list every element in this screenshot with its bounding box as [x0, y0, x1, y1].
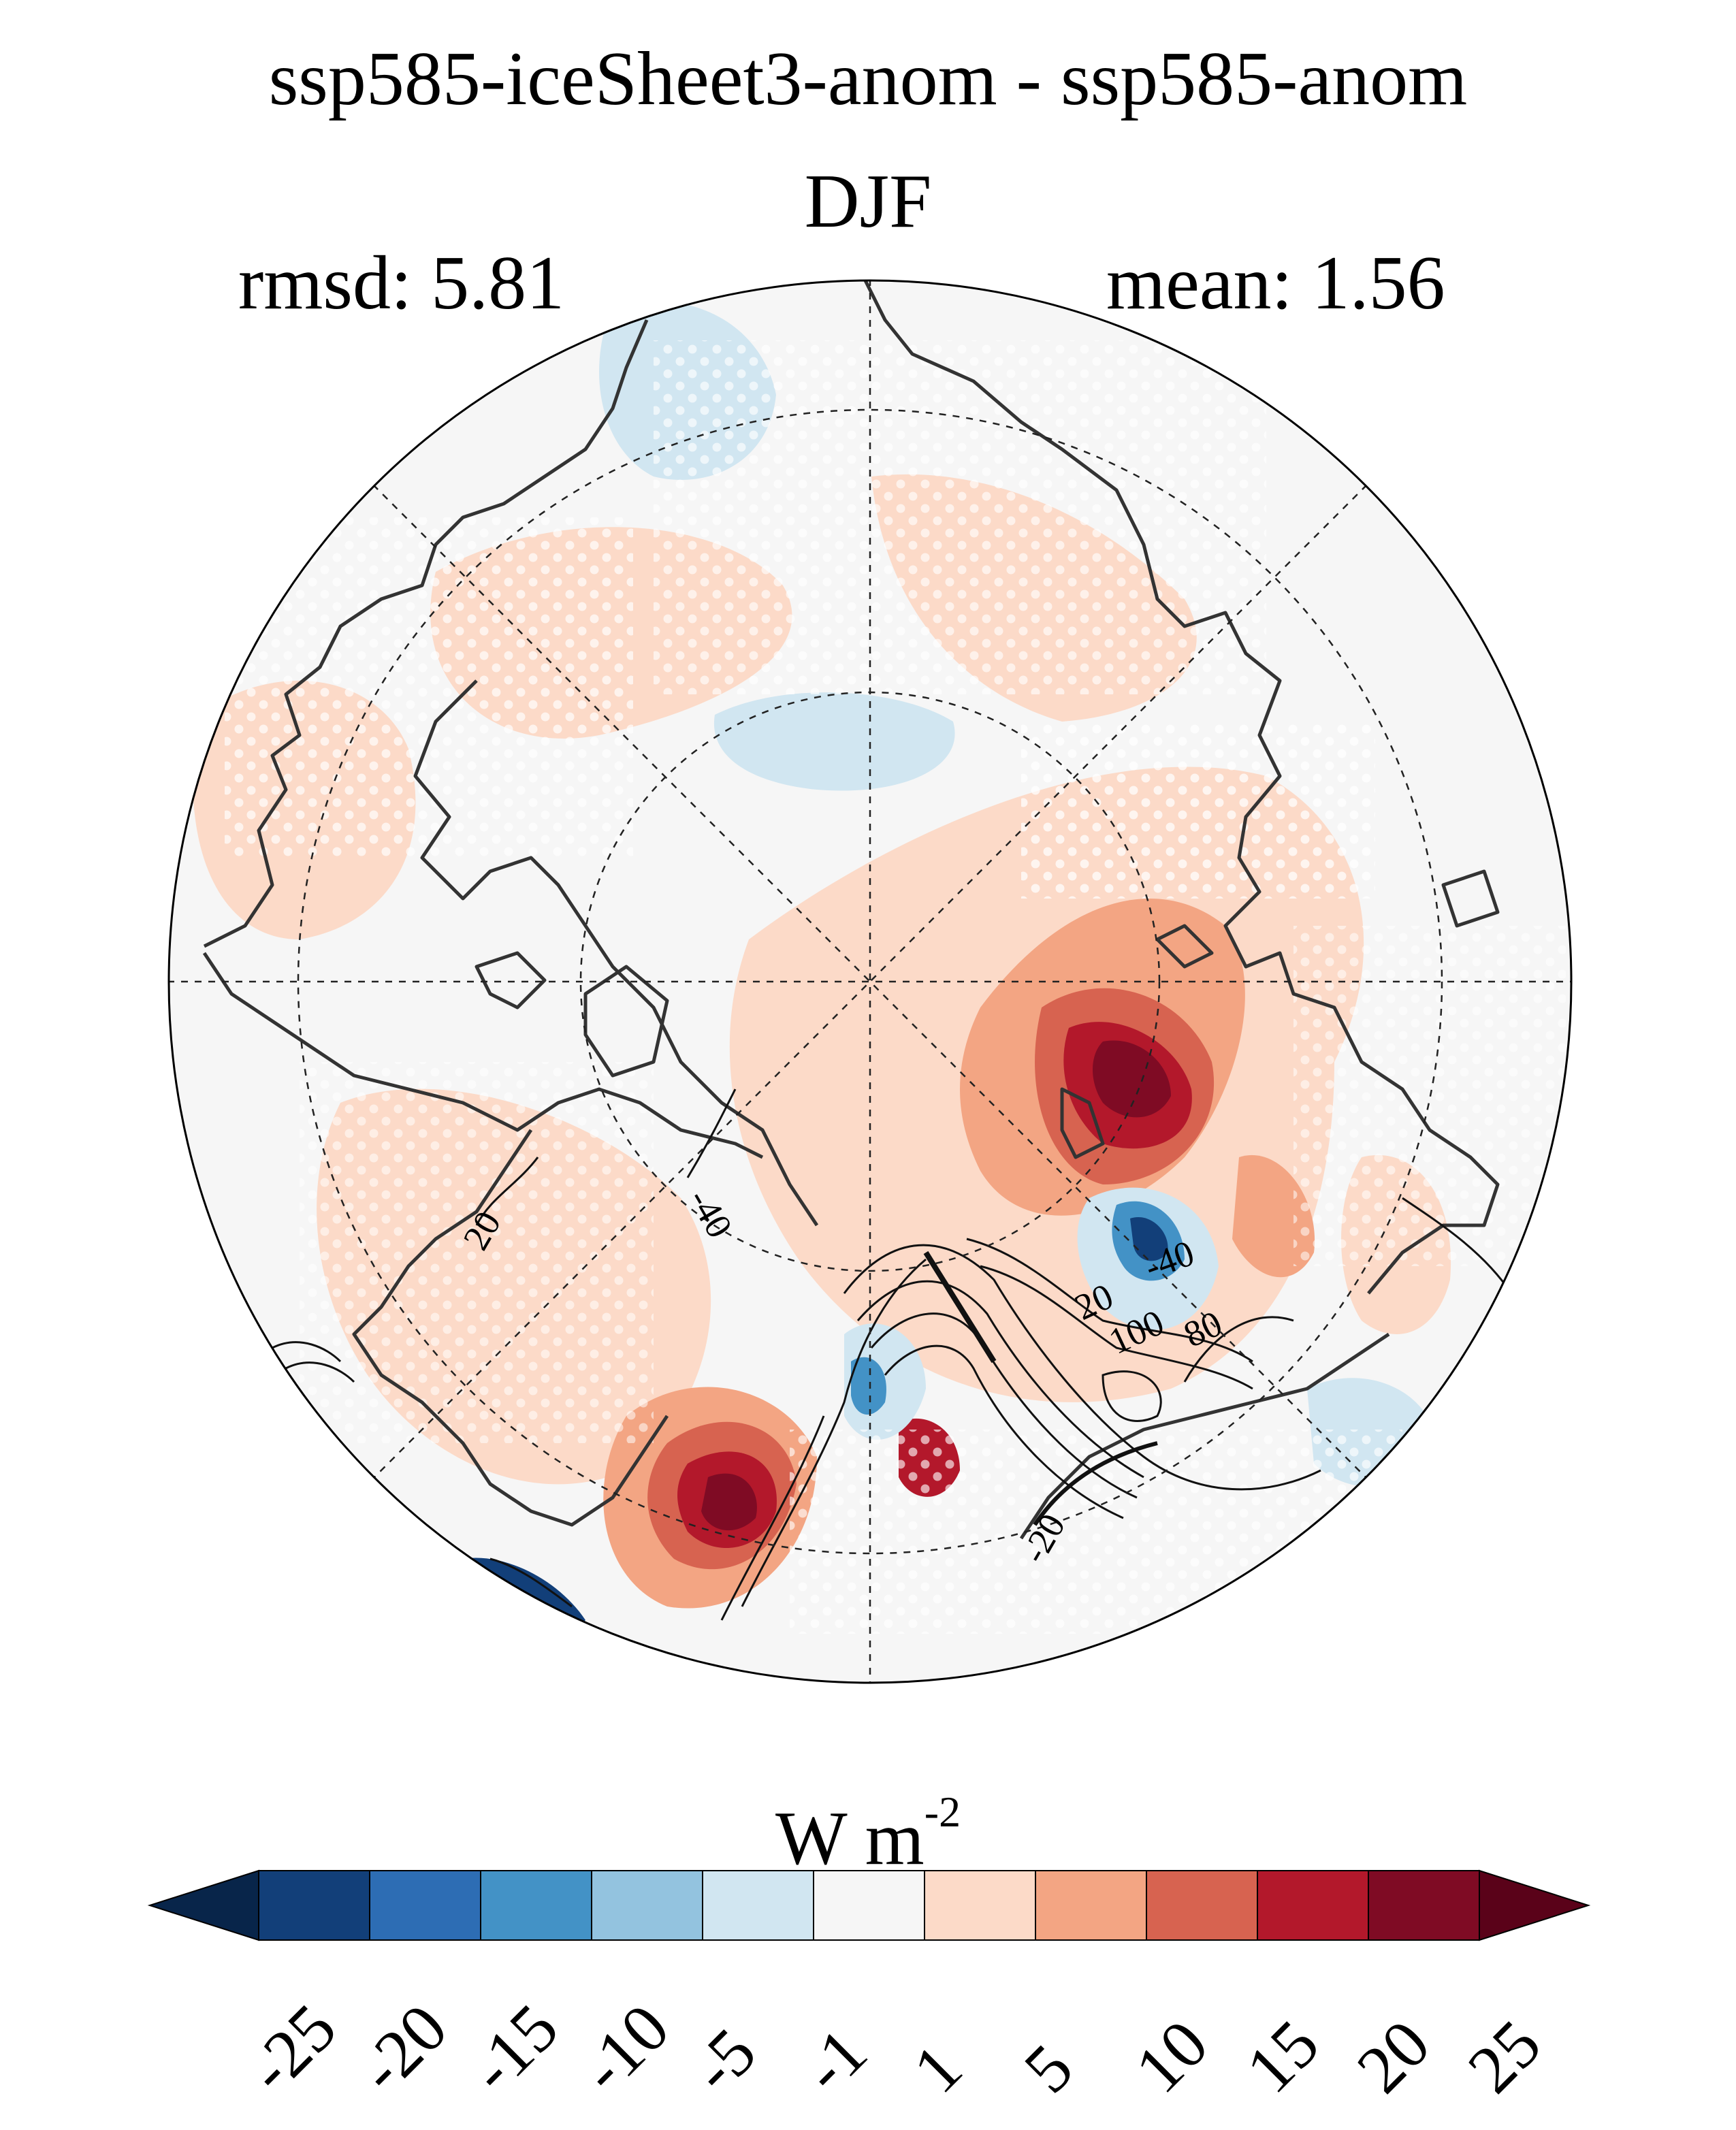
rmsd-label: rmsd: 5.81	[238, 241, 565, 325]
colorbar-box	[1257, 1870, 1369, 1941]
colorbar-box	[1368, 1870, 1480, 1941]
colorbar-tick-label: 1	[899, 2030, 976, 2108]
colorbar-tick-label: 25	[1453, 2005, 1555, 2107]
colorbar-unit: W m-2	[0, 1790, 1736, 1877]
polar-map: 20 -40 -40 40 20 100 80 -20	[167, 279, 1573, 1684]
colorbar-tick-labels: -25-20-15-10-5 -1 1 5 10 15 20 25	[233, 1990, 1555, 2108]
colorbar-box	[369, 1870, 481, 1941]
colorbar-extend-low	[147, 1869, 259, 1941]
colorbar-tick-label: -15	[455, 1990, 573, 2108]
colorbar-box	[480, 1870, 592, 1941]
colorbar-extend-high	[1479, 1869, 1591, 1941]
title-line-1: ssp585-iceSheet3-anom - ssp585-anom	[268, 37, 1468, 121]
colorbar-box	[1146, 1870, 1258, 1941]
map-boundary	[167, 279, 1573, 1684]
graticule	[169, 280, 1571, 1683]
colorbar-tick-label: 20	[1343, 2005, 1444, 2107]
mean-label: mean: 1.56	[1106, 241, 1445, 325]
colorbar-boxes	[147, 1869, 1591, 1941]
colorbar-box	[813, 1870, 925, 1941]
colorbar-tick-label: -5	[677, 2014, 770, 2107]
colorbar: -25-20-15-10-5 -1 1 5 10 15 20 25	[147, 1869, 1591, 2108]
colorbar-tick-label: -1	[788, 2014, 881, 2107]
colorbar-box	[591, 1870, 703, 1941]
colorbar-box	[1035, 1870, 1147, 1941]
colorbar-unit-exponent: -2	[924, 1788, 961, 1836]
coastlines	[202, 280, 1500, 1540]
colorbar-tick-label: -10	[566, 1990, 684, 2108]
colorbar-box	[702, 1870, 814, 1941]
colorbar-tick-label: 5	[1010, 2030, 1087, 2108]
colorbar-tick-label: 15	[1232, 2005, 1333, 2107]
colorbar-tick-label: -20	[344, 1990, 462, 2108]
colorbar-box	[258, 1870, 370, 1941]
colorbar-unit-base: W m	[775, 1796, 925, 1881]
colorbar-tick-label: -25	[233, 1990, 351, 2108]
colorbar-box	[924, 1870, 1036, 1941]
warm-anomaly-darkest	[701, 1040, 1171, 1531]
title-line-2: DJF	[804, 159, 932, 244]
colorbar-tick-label: 10	[1121, 2005, 1222, 2107]
